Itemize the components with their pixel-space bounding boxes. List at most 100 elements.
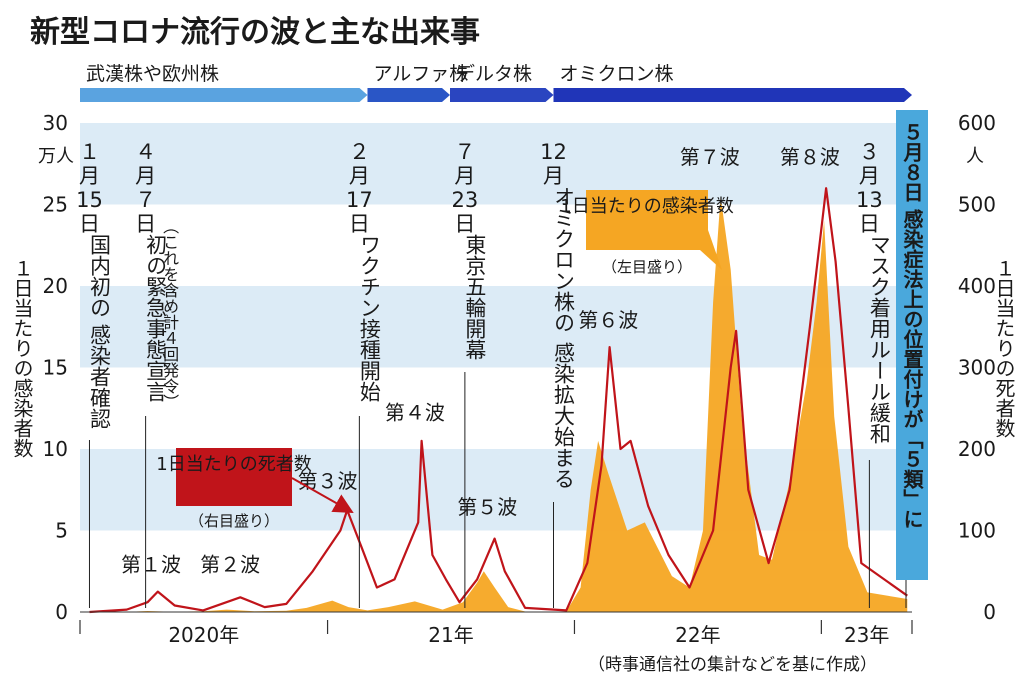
grid-band (80, 286, 912, 368)
x-tick-label: 2020年 (168, 623, 239, 647)
left-axis-label: １日当たりの感染者数 (10, 258, 34, 458)
final-event-text: ５月８日 感染症法上の位置付けが「５類」に (900, 122, 924, 529)
left-axis: 0 5 10 15 20 25 30 万人 １日当たりの感染者数 (10, 111, 74, 624)
strain-label: オミクロン株 (559, 63, 673, 85)
event-text: 月 (454, 164, 475, 188)
wave-label: 第７波 (680, 145, 740, 169)
event-annotations: １月15日国内初の感染者確認４月７日初の緊急事態宣言（これを含め計４回発令）２月… (76, 140, 891, 608)
strain-bar-segment (553, 88, 912, 102)
right-axis: 0 100 200 300 400 500 600 人 １日当たりの死者数 (958, 111, 1016, 624)
event-text: 日 (859, 212, 880, 236)
right-tick-label: 400 (958, 274, 996, 298)
source-note: （時事通信社の集計などを基に作成） (588, 655, 877, 675)
x-axis: 2020年 21年 22年 23年 (79, 611, 913, 647)
deaths-callout-note: （右目盛り） (189, 512, 279, 530)
strain-label: アルファ株 (373, 63, 468, 85)
event-text: 東京五輪開幕 (463, 234, 487, 360)
event-text: 感染拡大始まる (551, 342, 575, 489)
final-event-box (896, 110, 928, 580)
right-tick-label: 0 (983, 600, 996, 624)
event-text: マスク着用ルール緩和 (867, 234, 891, 444)
cases-series (89, 196, 908, 612)
right-tick-label: 500 (958, 193, 996, 217)
deaths-callout-box (176, 448, 292, 506)
event-text: 17 (346, 188, 373, 212)
grid-band (80, 123, 912, 205)
event-text: 月 (543, 164, 564, 188)
left-tick-label: 10 (43, 437, 68, 461)
event-text: 15 (76, 188, 103, 212)
event-text: 月 (79, 164, 100, 188)
event-text: ４ (135, 140, 156, 164)
wave-label: 第５波 (457, 495, 517, 519)
grid-band (80, 367, 912, 449)
right-axis-label: １日当たりの死者数 (992, 258, 1016, 438)
grid-band (80, 204, 912, 286)
left-axis-unit: 万人 (38, 146, 74, 167)
event-text: 月 (859, 164, 880, 188)
strain-label: 武漢株や欧州株 (86, 63, 219, 85)
event-text: 日 (79, 212, 100, 236)
event-text: 初の緊急事態宣言 (144, 234, 168, 402)
deaths-callout-label: 1日当たりの死者数 (156, 454, 311, 475)
event-text: 12 (540, 140, 567, 164)
deaths-line (89, 187, 908, 614)
right-tick-label: 200 (958, 437, 996, 461)
strain-bar-segment (367, 88, 451, 102)
cases-callout-pointer (700, 230, 722, 270)
x-tick-label: 22年 (675, 623, 720, 647)
wave-label: 第１波 (121, 552, 181, 576)
event-text: ３ (859, 140, 880, 164)
x-tick-label: 21年 (428, 623, 473, 647)
event-text: 月 (349, 164, 370, 188)
strain-bar-segment (80, 88, 368, 102)
wave-label: 第３波 (298, 469, 358, 493)
right-tick-label: 600 (958, 111, 996, 135)
event-text: 23 (452, 188, 479, 212)
event-text: ７ (454, 140, 475, 164)
left-tick-label: 20 (43, 274, 68, 298)
event-text: 感染者確認 (87, 324, 111, 429)
wave-label: 第６波 (578, 308, 638, 332)
grid-bands (80, 123, 912, 612)
event-text: 日 (135, 212, 156, 236)
deaths-callout-arrow (291, 477, 354, 513)
event-text: ２ (349, 140, 370, 164)
strain-label: デルタ株 (456, 63, 532, 85)
right-axis-unit: 人 (966, 146, 984, 167)
left-tick-label: 15 (43, 356, 68, 380)
cases-callout-note: （左目盛り） (602, 258, 692, 276)
series-labels: 1日当たりの死者数 （右目盛り） 1日当たりの感染者数 （左目盛り） ５月８日 感染症法… (156, 110, 928, 608)
event-text: 日 (349, 212, 370, 236)
cases-callout-label: 1日当たりの感染者数 (560, 196, 733, 217)
event-text: １ (79, 140, 100, 164)
cases-area (89, 196, 908, 612)
cases-callout-box (586, 190, 708, 250)
x-tick-label: 23年 (844, 623, 889, 647)
wave-label: 第２波 (200, 552, 260, 576)
wave-label: 第４波 (385, 401, 445, 425)
event-text: ７ (135, 188, 156, 212)
left-tick-label: 0 (55, 600, 68, 624)
left-tick-label: 5 (55, 519, 68, 543)
event-text: 13 (856, 188, 883, 212)
left-tick-label: 30 (43, 111, 68, 135)
event-text: 国内初の (87, 234, 111, 318)
strain-bar-segment (450, 88, 554, 102)
chart-title: 新型コロナ流行の波と主な出来事 (30, 15, 480, 50)
wave-label: 第８波 (780, 145, 840, 169)
left-tick-label: 25 (43, 193, 68, 217)
event-text: 日 (454, 212, 475, 236)
event-text: ワクチン接種開始 (357, 234, 381, 402)
event-text: オミクロン株の (551, 186, 575, 333)
deaths-series (89, 187, 908, 614)
event-text: 月 (135, 164, 156, 188)
